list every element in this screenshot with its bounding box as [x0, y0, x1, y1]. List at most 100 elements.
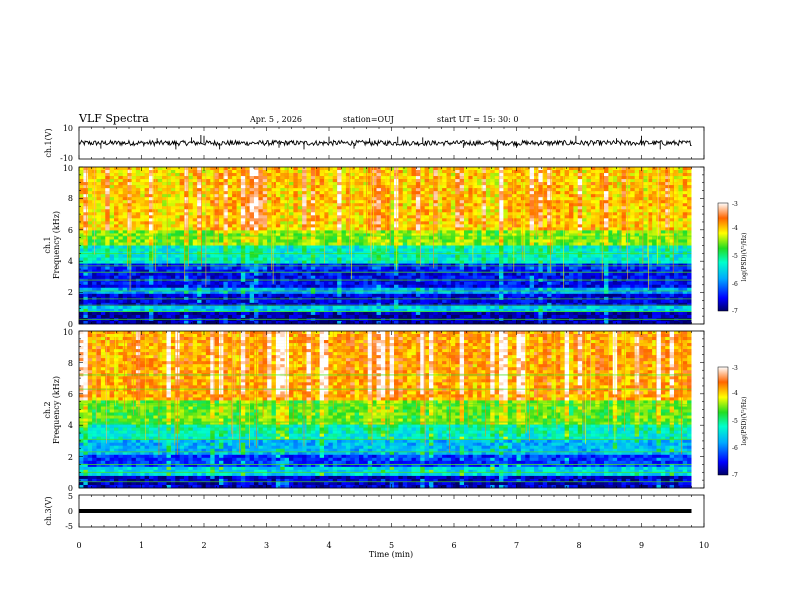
spectrogram-cell: [433, 230, 439, 234]
spectrogram-cell: [131, 209, 137, 213]
spectrogram-cell: [100, 206, 106, 210]
spectrogram-cell: [153, 194, 159, 198]
spectrogram-cell: [415, 239, 421, 243]
spectrogram-cell: [258, 188, 264, 192]
spectrogram-cell: [324, 206, 329, 210]
spectrogram-cell: [468, 203, 474, 207]
spectrogram-cell: [547, 167, 552, 171]
spectrogram-cell: [547, 203, 552, 207]
spectrogram-cell: [586, 239, 592, 243]
spectrogram-cell: [415, 203, 421, 207]
spectrogram-cell: [534, 245, 539, 249]
spectrogram-cell: [494, 167, 500, 171]
spectrogram-cell: [289, 221, 294, 225]
spectrogram-cell: [564, 230, 570, 234]
spectrogram-cell: [254, 173, 259, 177]
ch1-waveform-trace: [78, 135, 692, 151]
spectrogram-cell: [153, 227, 159, 231]
spectrogram-cell: [363, 203, 369, 207]
spectrogram-cell: [604, 248, 609, 252]
spectrogram-cell: [564, 176, 570, 180]
spectrogram-cell: [157, 218, 163, 222]
spectrogram-cell: [201, 221, 207, 225]
spectrogram-cell: [249, 173, 255, 177]
spectrogram-cell: [577, 191, 583, 195]
spectrogram-cell: [507, 263, 513, 267]
spectrogram-cell: [284, 173, 290, 177]
spectrogram-cell: [201, 179, 207, 183]
spectrogram-cell: [621, 233, 627, 237]
spectrogram-cell: [485, 191, 491, 195]
spectrogram-cell: [354, 212, 360, 216]
spectrogram-cell: [398, 254, 404, 258]
spectrogram-cell: [424, 170, 430, 174]
spectrogram-cell: [236, 176, 242, 180]
spectrogram-cell: [275, 239, 281, 243]
spectrogram-cell: [573, 233, 579, 237]
spectrogram-cell: [122, 260, 128, 264]
spectrogram-cell: [542, 179, 548, 183]
spectrogram-cell: [380, 179, 386, 183]
spectrogram-cell: [538, 245, 544, 249]
spectrogram-cell: [210, 191, 215, 195]
spectrogram-cell: [249, 209, 255, 213]
spectrogram-cell: [184, 200, 189, 204]
spectrogram-cell: [249, 215, 255, 219]
spectrogram-cell: [354, 224, 360, 228]
spectrogram-cell: [608, 245, 614, 249]
spectrogram-cell: [240, 263, 246, 267]
spectrogram-cell: [96, 248, 102, 252]
spectrogram-cell: [179, 248, 185, 252]
spectrogram-cell: [105, 263, 110, 267]
spectrogram-cell: [280, 218, 285, 222]
spectrogram-cell: [144, 194, 150, 198]
spectrogram-cell: [289, 254, 294, 258]
spectrogram-cell: [79, 260, 84, 264]
spectrogram-cell: [586, 206, 592, 210]
spectrogram-cell: [499, 191, 504, 195]
spectrogram-cell: [551, 179, 557, 183]
spectrogram-cell: [350, 254, 355, 258]
spectrogram-cell: [157, 185, 163, 189]
spectrogram-cell: [516, 257, 522, 261]
spectrogram-cell: [639, 233, 644, 237]
spectrogram-cell: [380, 230, 386, 234]
spectrogram-cell: [516, 170, 522, 174]
spectrogram-cell: [87, 179, 93, 183]
spectrogram-cell: [240, 182, 246, 186]
spectrogram-cell: [385, 218, 390, 222]
spectrogram-cell: [424, 176, 430, 180]
spectrogram-cell: [122, 188, 128, 192]
spectrogram-cell: [140, 167, 145, 171]
spectrogram-cell: [83, 206, 89, 210]
spectrogram-cell: [555, 239, 561, 243]
spectrogram-cell: [687, 263, 692, 267]
spectrogram-cell: [227, 200, 233, 204]
spectrogram-cell: [433, 170, 439, 174]
spectrogram-cell: [284, 245, 290, 249]
spectrogram-cell: [232, 269, 237, 273]
spectrogram-cell: [569, 257, 574, 261]
spectrogram-cell: [337, 170, 342, 174]
spectrogram-cell: [240, 176, 246, 180]
spectrogram-cell: [205, 212, 211, 216]
spectrogram-cell: [385, 260, 390, 264]
spectrogram-cell: [280, 191, 285, 195]
spectrogram-cell: [682, 170, 688, 174]
spectrogram-cell: [258, 239, 264, 243]
spectrogram-cell: [380, 212, 386, 216]
spectrogram-cell: [337, 248, 342, 252]
spectrogram-cell: [118, 236, 124, 240]
spectrogram-cell: [227, 170, 233, 174]
spectrogram-cell: [385, 209, 390, 213]
spectrogram-cell: [100, 269, 106, 273]
spectrogram-cell: [162, 245, 167, 249]
spectrogram-cell: [472, 176, 478, 180]
spectrogram-cell: [79, 215, 84, 219]
spectrogram-cell: [249, 167, 255, 171]
spectrogram-cell: [105, 185, 110, 189]
spectrogram-cell: [494, 227, 500, 231]
spectrogram-cell: [446, 194, 452, 198]
spectrogram-cell: [525, 197, 530, 201]
spectrogram-cell: [477, 197, 482, 201]
